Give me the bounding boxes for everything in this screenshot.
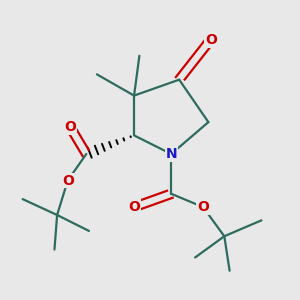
Text: O: O [128,200,140,214]
Text: O: O [62,173,74,188]
Text: O: O [197,200,209,214]
Text: N: N [165,147,177,161]
Text: O: O [205,33,217,47]
Text: O: O [64,120,76,134]
